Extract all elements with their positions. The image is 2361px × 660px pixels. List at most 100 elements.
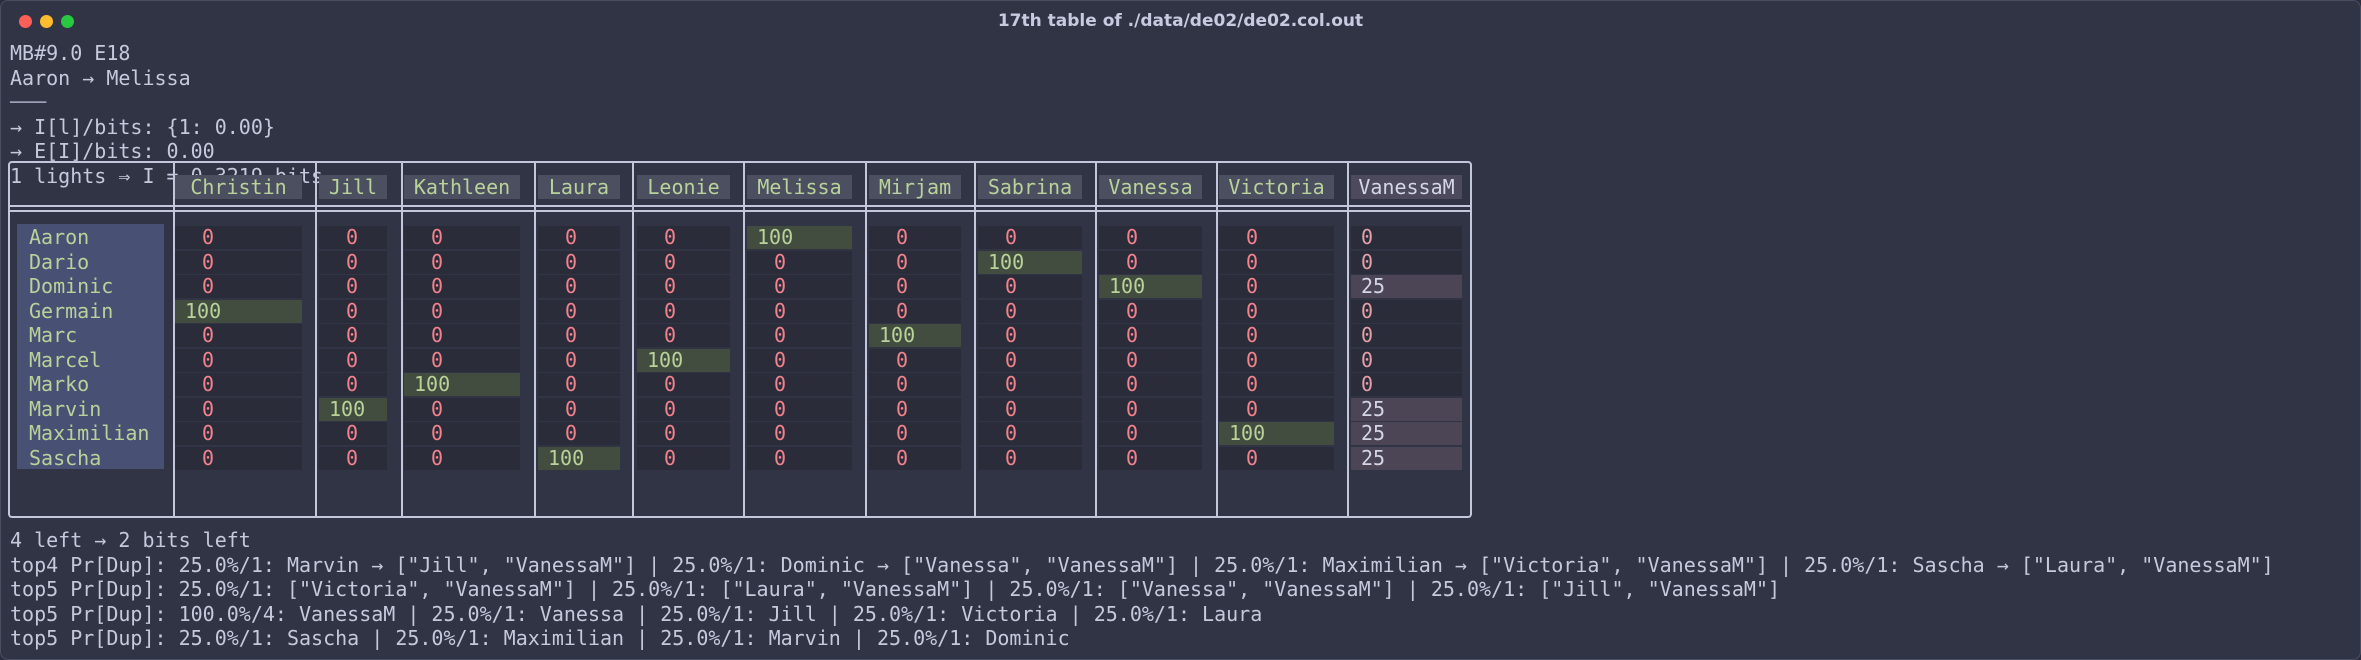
header-line: Aaron → Melissa [10, 65, 191, 90]
table-cell: 0 [747, 422, 852, 445]
table-cell: 0 [538, 275, 620, 298]
table-cell: 100 [747, 226, 852, 249]
table-cell: 0 [175, 446, 302, 470]
table-cell: 0 [978, 446, 1082, 470]
column-header: Sabrina [978, 175, 1082, 199]
table-cell: 0 [1219, 299, 1334, 323]
minimize-button[interactable] [40, 15, 53, 28]
footer-line: top5 Pr[Dup]: 25.0%/1: Sascha | 25.0%/1:… [10, 626, 1070, 650]
table-cell: 0 [1351, 299, 1462, 323]
probability-table: Christin Jill Kathleen Laura Leonie Melissa Mi… [8, 161, 1472, 518]
table-cell: 0 [404, 299, 520, 323]
table-cell: 0 [175, 348, 302, 372]
table-cell: 0 [637, 250, 730, 274]
table-cell: 100 [1219, 422, 1334, 445]
column-header: Leonie [637, 175, 730, 199]
column-separator [743, 163, 745, 516]
table-cell: 25 [1351, 422, 1462, 445]
table-cell: 0 [637, 324, 730, 347]
table-cell: 0 [175, 397, 302, 421]
table-cell: 0 [1351, 348, 1462, 372]
column-separator [974, 163, 976, 516]
table-cell: 0 [747, 299, 852, 323]
table-cell: 25 [1351, 397, 1462, 421]
column-header: Jill [319, 175, 387, 199]
footer-line: top4 Pr[Dup]: 25.0%/1: Marvin → ["Jill",… [10, 552, 2274, 577]
row-label: Aaron [29, 225, 90, 249]
row-label: Germain [29, 298, 114, 323]
table-cell: 0 [869, 275, 961, 298]
table-cell: 0 [1099, 299, 1202, 323]
table-cell: 0 [1099, 446, 1202, 470]
table-cell: 0 [869, 446, 961, 470]
table-cell: 25 [1351, 446, 1462, 470]
table-cell: 0 [404, 275, 520, 298]
table-cell: 0 [747, 373, 852, 396]
column-separator [865, 163, 867, 516]
header-line: → E[I]/bits: 0.00 [10, 139, 215, 163]
table-cell: 0 [319, 422, 387, 445]
table-cell: 0 [319, 226, 387, 249]
column-header: Laura [538, 175, 620, 199]
table-cell: 0 [1351, 324, 1462, 347]
table-cell: 0 [869, 348, 961, 372]
table-cell: 25 [1351, 275, 1462, 298]
table-cell: 0 [637, 299, 730, 323]
header-line: → I[l]/bits: {1: 0.00} [10, 114, 275, 139]
table-cell: 100 [538, 446, 620, 470]
table-cell: 0 [319, 324, 387, 347]
table-cell: 0 [319, 348, 387, 372]
table-cell: 0 [637, 422, 730, 445]
table-cell: 0 [404, 422, 520, 445]
row-label: Dominic [29, 274, 114, 298]
table-cell: 0 [637, 397, 730, 421]
column-separator [401, 163, 403, 516]
table-cell: 0 [319, 373, 387, 396]
table-cell: 0 [1099, 348, 1202, 372]
row-label: Marcel [29, 347, 102, 372]
maximize-button[interactable] [61, 15, 74, 28]
table-cell: 0 [1219, 397, 1334, 421]
table-cell: 0 [637, 373, 730, 396]
table-cell: 0 [978, 299, 1082, 323]
table-cell: 0 [1099, 226, 1202, 249]
table-cell: 100 [869, 324, 961, 347]
table-cell: 0 [319, 299, 387, 323]
footer-line: top5 Pr[Dup]: 25.0%/1: ["Victoria", "Van… [10, 577, 1781, 601]
table-cell: 0 [747, 446, 852, 470]
header-separator [10, 205, 1470, 207]
table-cell: 0 [538, 373, 620, 396]
table-cell: 0 [538, 348, 620, 372]
table-cell: 0 [869, 250, 961, 274]
table-cell: 0 [1351, 373, 1462, 396]
column-separator [1347, 163, 1349, 516]
close-button[interactable] [19, 15, 32, 28]
table-cell: 0 [1099, 250, 1202, 274]
table-cell: 0 [175, 324, 302, 347]
footer-line: 4 left → 2 bits left [10, 528, 251, 552]
column-header: Victoria [1219, 175, 1334, 199]
window-title: 17th table of ./data/de02/de02.col.out [997, 11, 1364, 31]
row-label: Dario [29, 249, 90, 274]
column-header: Kathleen [404, 175, 520, 199]
table-cell: 100 [1099, 275, 1202, 298]
table-cell: 0 [538, 299, 620, 323]
table-cell: 0 [747, 275, 852, 298]
table-cell: 0 [538, 226, 620, 249]
column-header: Mirjam [869, 175, 961, 199]
table-cell: 100 [404, 373, 520, 396]
table-cell: 0 [978, 226, 1082, 249]
table-cell: 0 [1219, 324, 1334, 347]
column-header: Melissa [747, 175, 852, 199]
row-label: Marvin [29, 396, 102, 421]
column-separator [1216, 163, 1218, 516]
title-bar: 17th table of ./data/de02/de02.col.out [1, 1, 2360, 41]
table-cell: 0 [538, 250, 620, 274]
table-cell: 0 [978, 324, 1082, 347]
table-cell: 0 [869, 299, 961, 323]
table-cell: 0 [637, 226, 730, 249]
table-cell: 0 [175, 422, 302, 445]
table-cell: 0 [1099, 324, 1202, 347]
column-separator [173, 163, 175, 516]
column-separator [315, 163, 317, 516]
